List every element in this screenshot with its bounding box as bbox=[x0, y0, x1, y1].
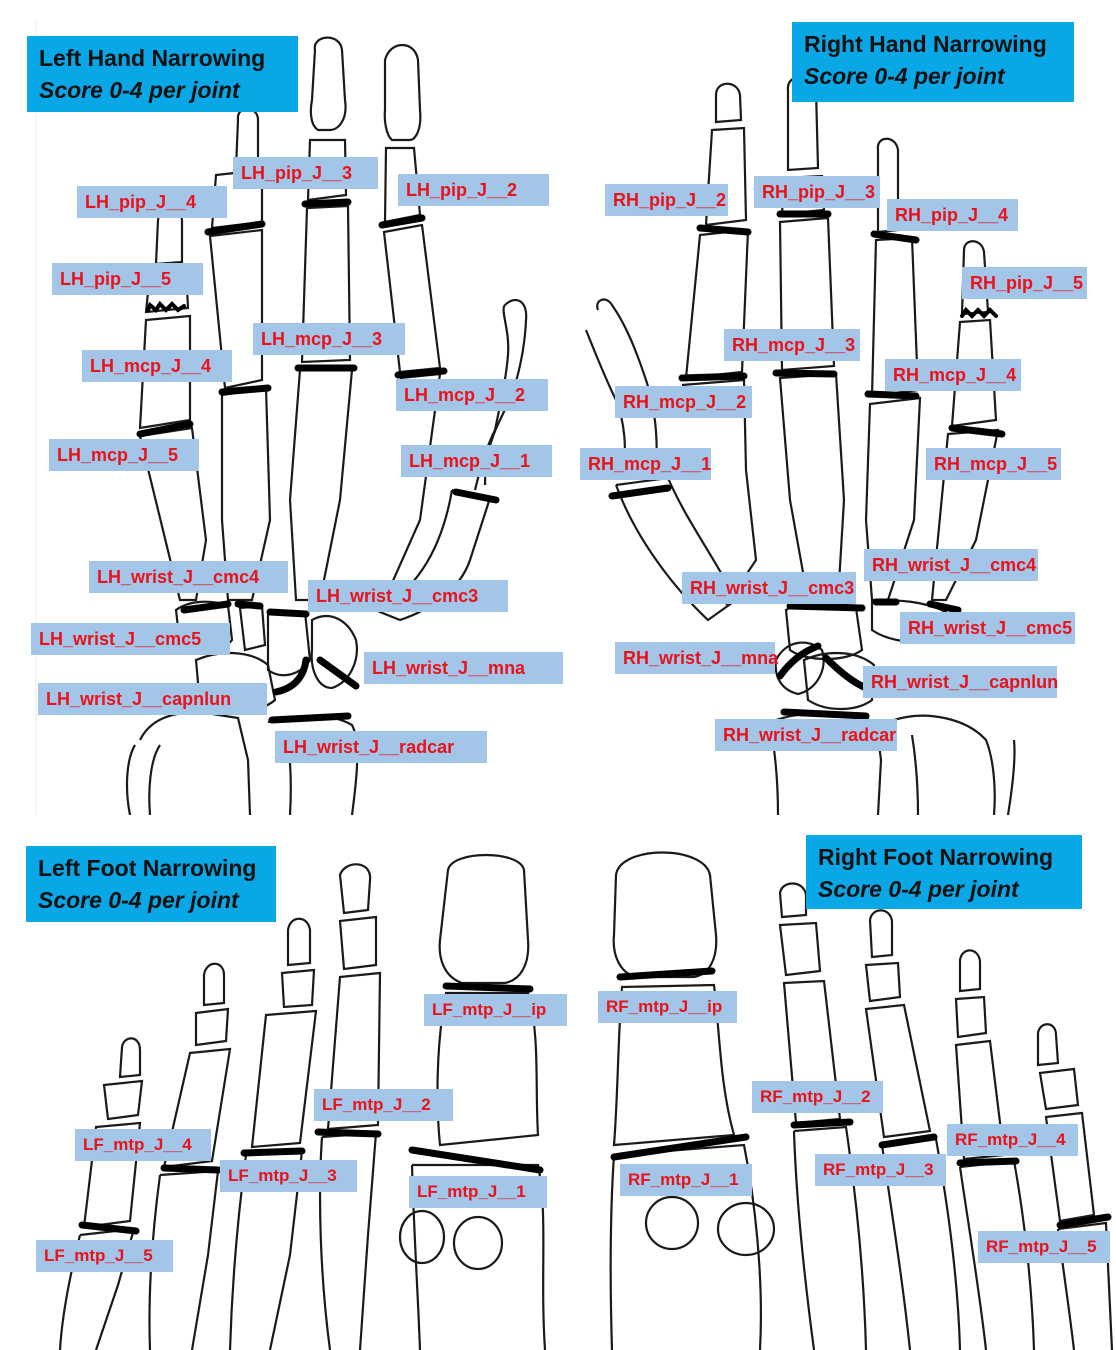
label-lh-mcp-2: LH_mcp_J__2 bbox=[396, 379, 548, 411]
label-rh-wrist-cmc3: RH_wrist_J__cmc3 bbox=[682, 572, 856, 604]
label-rh-mcp-1: RH_mcp_J__1 bbox=[580, 448, 711, 480]
label-lh-pip-2: LH_pip_J__2 bbox=[398, 174, 549, 206]
left-hand-title: Left Hand Narrowing bbox=[39, 45, 266, 71]
right-hand-title-box: Right Hand Narrowing Score 0-4 per joint bbox=[792, 22, 1074, 102]
label-lh-mcp-3: LH_mcp_J__3 bbox=[253, 323, 405, 355]
right-foot-subtitle: Score 0-4 per joint bbox=[818, 876, 1019, 902]
label-rf-mtp-2: RF_mtp_J__2 bbox=[752, 1081, 883, 1113]
left-foot-subtitle: Score 0-4 per joint bbox=[38, 887, 239, 913]
label-rf-mtp-4: RF_mtp_J__4 bbox=[947, 1124, 1078, 1156]
label-rh-mcp-4: RH_mcp_J__4 bbox=[885, 359, 1021, 391]
left-hand-panel: Left Hand Narrowing Score 0-4 per joint … bbox=[0, 0, 563, 815]
label-rh-pip-3: RH_pip_J__3 bbox=[754, 176, 880, 208]
left-foot-title: Left Foot Narrowing bbox=[38, 855, 257, 881]
right-hand-panel: Right Hand Narrowing Score 0-4 per joint… bbox=[576, 0, 1116, 815]
label-lf-mtp-5: LF_mtp_J__5 bbox=[36, 1240, 173, 1272]
label-rh-pip-4: RH_pip_J__4 bbox=[887, 199, 1018, 231]
left-hand-subtitle: Score 0-4 per joint bbox=[39, 77, 240, 103]
label-lh-pip-4: LH_pip_J__4 bbox=[77, 186, 227, 218]
label-lh-wrist-capnlun: LH_wrist_J__capnlun bbox=[38, 683, 267, 715]
label-rh-mcp-2: RH_mcp_J__2 bbox=[615, 386, 752, 418]
label-lh-wrist-mna: LH_wrist_J__mna bbox=[364, 652, 563, 684]
label-rf-mtp-1: RF_mtp_J__1 bbox=[620, 1164, 752, 1196]
label-lh-pip-5: LH_pip_J__5 bbox=[52, 263, 203, 295]
label-lh-pip-3: LH_pip_J__3 bbox=[233, 157, 378, 189]
label-lh-wrist-cmc5: LH_wrist_J__cmc5 bbox=[31, 623, 230, 655]
right-foot-title: Right Foot Narrowing bbox=[818, 844, 1054, 870]
label-lf-mtp-3: LF_mtp_J__3 bbox=[220, 1160, 357, 1192]
left-foot-title-box: Left Foot Narrowing Score 0-4 per joint bbox=[26, 846, 276, 922]
label-lh-mcp-4: LH_mcp_J__4 bbox=[82, 350, 232, 382]
label-rf-mtp-3: RF_mtp_J__3 bbox=[815, 1154, 946, 1186]
label-lf-mtp-ip: LF_mtp_J__ip bbox=[424, 994, 567, 1026]
label-rf-mtp-ip: RF_mtp_J__ip bbox=[598, 991, 737, 1023]
left-foot-panel: Left Foot Narrowing Score 0-4 per joint … bbox=[0, 835, 572, 1350]
label-rh-mcp-3: RH_mcp_J__3 bbox=[724, 329, 860, 361]
right-hand-subtitle: Score 0-4 per joint bbox=[804, 63, 1005, 89]
label-rh-mcp-5: RH_mcp_J__5 bbox=[926, 448, 1061, 480]
label-rh-wrist-cmc4: RH_wrist_J__cmc4 bbox=[864, 549, 1038, 581]
label-lf-mtp-1: LF_mtp_J__1 bbox=[409, 1176, 547, 1208]
label-rh-pip-5: RH_pip_J__5 bbox=[962, 267, 1087, 299]
label-rh-wrist-capnlun: RH_wrist_J__capnlun bbox=[863, 666, 1058, 698]
label-rh-wrist-mna: RH_wrist_J__mna bbox=[615, 642, 778, 674]
right-foot-title-box: Right Foot Narrowing Score 0-4 per joint bbox=[806, 835, 1082, 909]
label-lh-mcp-5: LH_mcp_J__5 bbox=[49, 439, 199, 471]
left-foot-skeleton bbox=[58, 854, 547, 1350]
label-rh-wrist-cmc5: RH_wrist_J__cmc5 bbox=[900, 612, 1075, 644]
left-hand-title-box: Left Hand Narrowing Score 0-4 per joint bbox=[27, 36, 298, 112]
right-foot-panel: Right Foot Narrowing Score 0-4 per joint… bbox=[584, 835, 1116, 1350]
label-lh-wrist-cmc3: LH_wrist_J__cmc3 bbox=[308, 580, 508, 612]
right-hand-title: Right Hand Narrowing bbox=[804, 31, 1047, 57]
label-lf-mtp-2: LF_mtp_J__2 bbox=[314, 1089, 453, 1121]
label-lh-wrist-cmc4: LH_wrist_J__cmc4 bbox=[89, 561, 288, 593]
label-lf-mtp-4: LF_mtp_J__4 bbox=[75, 1129, 211, 1161]
label-lh-mcp-1: LH_mcp_J__1 bbox=[401, 445, 552, 477]
label-rh-wrist-radcar: RH_wrist_J__radcar bbox=[715, 719, 897, 751]
label-rh-pip-2: RH_pip_J__2 bbox=[605, 184, 728, 216]
label-rf-mtp-5: RF_mtp_J__5 bbox=[978, 1231, 1110, 1263]
label-lh-wrist-radcar: LH_wrist_J__radcar bbox=[275, 731, 487, 763]
